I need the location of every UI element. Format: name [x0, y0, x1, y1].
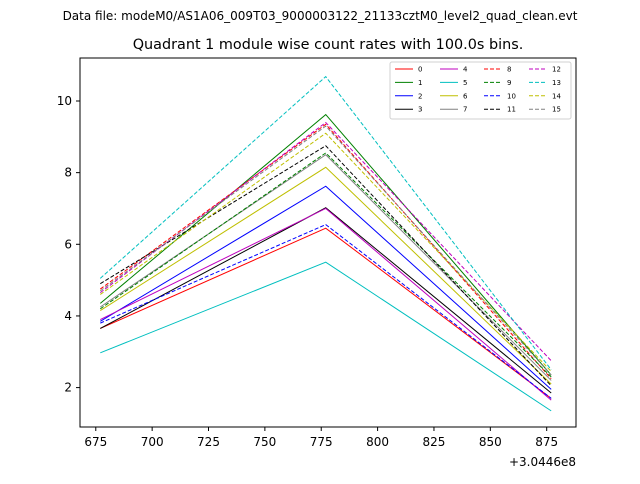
- x-tick-label: 875: [535, 435, 558, 449]
- legend-label-3: 3: [418, 106, 422, 114]
- x-tick-label: 825: [423, 435, 446, 449]
- series-line-12: [99, 121, 552, 362]
- x-tick-label: 850: [479, 435, 502, 449]
- plot-frame: [79, 57, 577, 428]
- y-tick-label: 8: [64, 166, 72, 180]
- legend-label-11: 11: [507, 106, 516, 114]
- series-line-2: [100, 185, 552, 390]
- series-line-1: [99, 113, 552, 376]
- x-tick-label: 700: [141, 435, 164, 449]
- plot-area: [99, 75, 552, 412]
- series-line-15: [99, 125, 552, 376]
- legend-label-13: 13: [552, 79, 561, 87]
- series-line-13: [99, 75, 552, 370]
- y-tick-label: 6: [64, 237, 72, 251]
- legend-label-12: 12: [552, 66, 561, 74]
- series-line-5: [100, 261, 552, 412]
- legend-label-7: 7: [463, 106, 467, 114]
- series-line-3: [100, 207, 552, 394]
- y-tick-label: 10: [57, 94, 72, 108]
- x-tick-label: 725: [197, 435, 220, 449]
- y-tick-label: 2: [64, 381, 72, 395]
- legend-label-15: 15: [552, 106, 561, 114]
- legend-label-1: 1: [418, 79, 422, 87]
- legend-label-4: 4: [463, 66, 468, 74]
- axis-ticks: 675 700 725 750 775 800 825 850 875 2 4 6 8 10: [57, 94, 558, 449]
- legend-label-0: 0: [418, 66, 422, 74]
- chart-suptitle: Data file: modeM0/AS1A06_009T03_90000031…: [63, 9, 578, 23]
- series-line-11: [100, 145, 552, 387]
- legend-label-2: 2: [418, 92, 422, 100]
- series-line-14: [99, 132, 552, 372]
- x-tick-label: 675: [84, 435, 107, 449]
- series-line-9: [100, 152, 552, 378]
- legend-label-9: 9: [507, 79, 511, 87]
- series-line-4: [100, 207, 552, 401]
- series-line-0: [100, 227, 552, 399]
- x-tick-label: 800: [366, 435, 389, 449]
- x-tick-label: 775: [310, 435, 333, 449]
- series-line-6: [100, 166, 552, 385]
- legend-label-10: 10: [507, 92, 516, 100]
- legend-box: [389, 61, 572, 120]
- x-tick-label: 750: [253, 435, 276, 449]
- x-offset-label: +3.0446e8: [509, 455, 576, 469]
- y-tick-label: 4: [64, 309, 72, 323]
- legend-label-8: 8: [507, 66, 511, 74]
- chart-title: Quadrant 1 module wise count rates with …: [133, 37, 524, 53]
- legend-label-14: 14: [552, 92, 561, 100]
- series-line-10: [100, 224, 552, 399]
- legend-label-6: 6: [463, 92, 468, 100]
- legend-label-5: 5: [463, 79, 467, 87]
- series-line-8: [99, 123, 552, 379]
